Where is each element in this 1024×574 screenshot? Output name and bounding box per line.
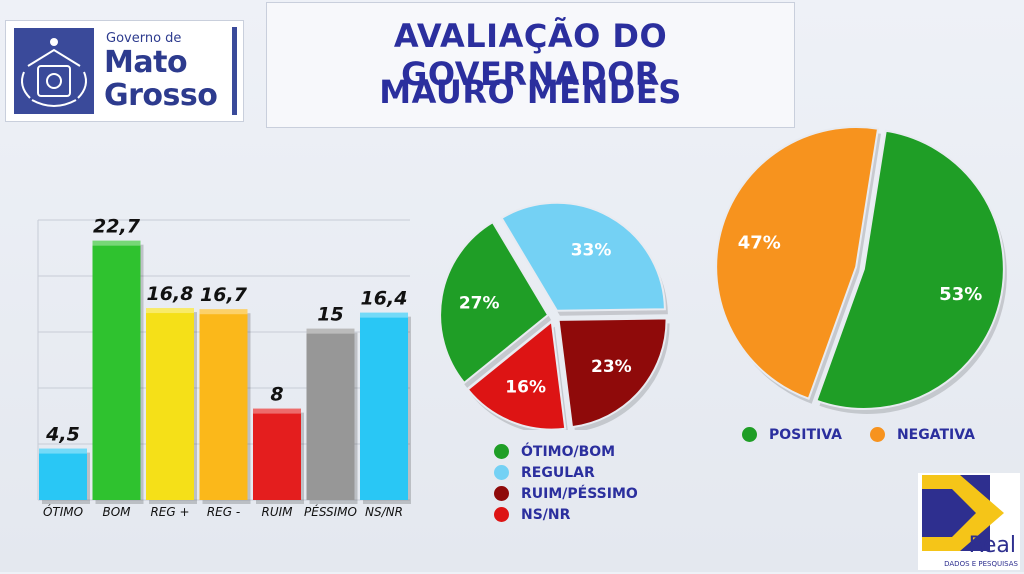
category-label: ÓTIMO	[43, 504, 83, 519]
governo-logo: Governo de Mato Grosso	[5, 20, 244, 122]
legend-dot	[494, 507, 509, 522]
legend-item-regular: REGULAR	[494, 462, 638, 483]
bar-highlight	[92, 240, 141, 246]
bar-value-label: 16,7	[200, 284, 248, 306]
category-label: REG +	[150, 505, 189, 519]
pie-slice-label: 53%	[939, 284, 982, 305]
bar-highlight	[253, 408, 301, 414]
legend-dot	[494, 444, 509, 459]
legend-item-otimo-bom: ÓTIMO/BOM	[494, 441, 638, 462]
pie-slice-label: 27%	[459, 294, 500, 314]
bar	[360, 312, 408, 500]
category-label: BOM	[102, 505, 131, 519]
category-label: RUIM	[261, 505, 293, 519]
pie-slice	[439, 220, 550, 385]
bar-highlight	[199, 309, 248, 315]
legend-label: RUIM/PÉSSIMO	[521, 485, 638, 502]
title-box: AVALIAÇÃO DO GOVERNADOR MAURO MENDES	[266, 2, 795, 128]
legend-item-positiva: POSITIVA	[742, 424, 842, 445]
pie-slice	[715, 126, 880, 401]
category-label: REG -	[207, 505, 240, 519]
legend-label: REGULAR	[521, 464, 595, 481]
page-subtitle: MAURO MENDES	[379, 73, 682, 111]
legend-item-ns-nr: NS/NR	[494, 504, 638, 525]
bar-highlight	[146, 308, 194, 314]
page-title: AVALIAÇÃO DO GOVERNADOR	[393, 17, 668, 93]
legend-dot	[494, 486, 509, 501]
pie1-legend: ÓTIMO/BOM REGULAR RUIM/PÉSSIMO NS/NR	[494, 441, 638, 525]
pie-slice	[466, 319, 567, 430]
bar-value-label: 4,5	[45, 424, 80, 446]
legend-dot	[494, 465, 509, 480]
bar-value-label: 22,7	[93, 216, 141, 238]
pie-slice-label: 47%	[738, 232, 781, 253]
bar-group: 4,5	[39, 424, 90, 504]
bar-value-label: 15	[317, 304, 343, 326]
bar-group: 22,7	[92, 216, 144, 504]
legend-label: POSITIVA	[769, 426, 842, 443]
bar-group: 8	[253, 384, 304, 504]
bar-highlight	[306, 328, 355, 334]
legend-item-negativa: NEGATIVA	[869, 424, 975, 445]
real-brand-tagline: DADOS E PESQUISAS	[944, 560, 1018, 568]
bar	[306, 328, 355, 500]
bar-group: 16,7	[199, 284, 251, 504]
bar	[199, 309, 248, 500]
pie-slice-label: 23%	[591, 357, 632, 377]
pie-slice	[500, 201, 666, 312]
bar-value-label: 8	[270, 384, 283, 406]
bar-highlight	[39, 448, 87, 454]
bar-group: 15	[306, 304, 358, 504]
pie-chart-detail: 27% 33% 23% 16%	[439, 201, 670, 430]
legend-dot	[742, 427, 757, 442]
pie2-legend: POSITIVA NEGATIVA	[742, 424, 975, 445]
legend-label: NEGATIVA	[896, 426, 975, 443]
real-brand-name: Real	[968, 533, 1016, 558]
bar	[39, 448, 87, 500]
coat-of-arms-icon	[14, 28, 94, 114]
real-logo: Real DADOS E PESQUISAS	[918, 473, 1020, 570]
bar-value-label: 16,4	[361, 288, 408, 310]
category-label: NS/NR	[365, 505, 403, 519]
bar-chart: 4,5 ÓTIMO 22,7 BOM 16,8 REG + 16,7 REG - 8 RUIM 15…	[37, 216, 411, 519]
pie-slice	[815, 129, 1005, 410]
legend-label: ÓTIMO/BOM	[521, 443, 616, 460]
bar-group: 16,4	[360, 288, 411, 504]
pie-chart-summary: 53% 47%	[715, 126, 1007, 414]
legend-label: NS/NR	[521, 506, 571, 523]
bar-group: 16,8	[146, 283, 197, 504]
legend-item-ruim-pessimo: RUIM/PÉSSIMO	[494, 483, 638, 504]
bar	[253, 408, 301, 500]
pie-slice	[557, 317, 668, 429]
pie-slice-label: 16%	[505, 377, 546, 397]
bar-value-label: 16,8	[147, 283, 194, 305]
bar	[92, 240, 141, 500]
category-label: PÉSSIMO	[304, 504, 357, 519]
bar-highlight	[360, 312, 408, 318]
logo-bar	[232, 27, 237, 115]
bar	[146, 308, 194, 500]
legend-dot	[869, 427, 885, 442]
pie-slice-label: 33%	[571, 241, 612, 261]
logo-small-text: Governo de	[106, 31, 182, 46]
logo-line2: Grosso	[104, 78, 218, 113]
logo-line1: Mato	[104, 45, 188, 80]
